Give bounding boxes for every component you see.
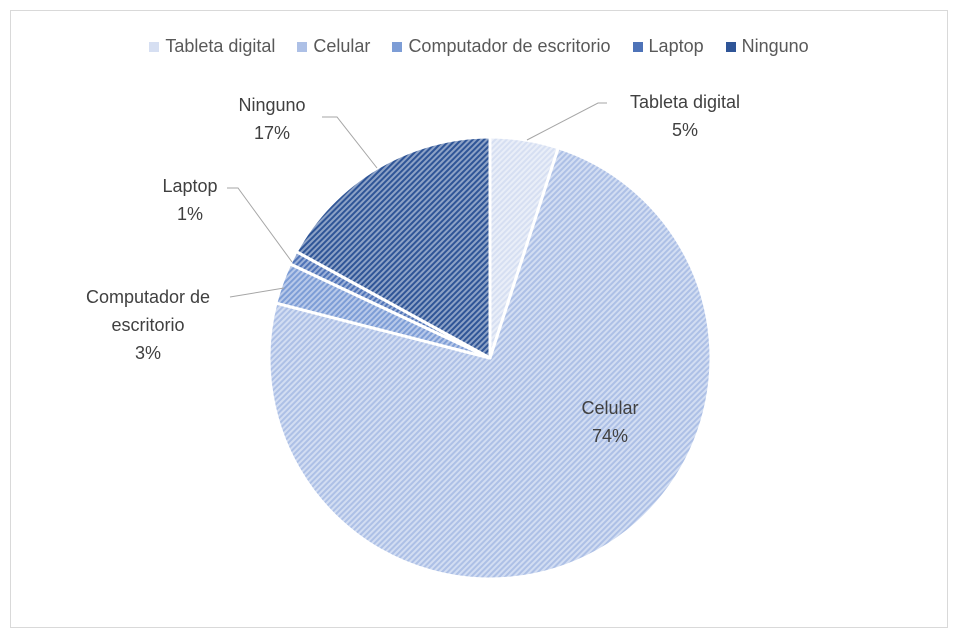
data-label: Tableta digital 5%	[585, 88, 785, 144]
leader-line	[227, 187, 293, 263]
pie-slice	[294, 135, 492, 360]
data-label: Laptop 1%	[130, 172, 250, 228]
leader-line	[229, 287, 285, 298]
data-label-value: 17%	[253, 123, 291, 143]
data-label-value: 74%	[591, 426, 629, 446]
data-label-category: Ninguno	[238, 95, 306, 115]
legend-swatch	[632, 41, 643, 52]
data-label-category: Celular	[581, 398, 639, 418]
leader-line	[322, 116, 378, 169]
legend-label: Tableta digital	[165, 36, 276, 56]
legend-swatch	[392, 41, 403, 52]
chart-frame	[10, 10, 948, 628]
data-label-category: Tableta digital	[629, 92, 741, 112]
leader-line	[526, 102, 607, 141]
legend-item: Laptop	[632, 36, 704, 57]
data-label: Ninguno 17%	[212, 91, 332, 147]
legend-swatch	[149, 41, 160, 52]
legend-item: Computador de escritorio	[392, 36, 611, 57]
legend-item: Celular	[297, 36, 370, 57]
legend-item: Ninguno	[725, 36, 809, 57]
legend-label: Computador de escritorio	[408, 36, 611, 56]
data-label: Celular 74%	[510, 394, 710, 450]
data-label-value: 3%	[134, 343, 161, 363]
legend-label: Celular	[313, 36, 371, 56]
legend-swatch	[725, 41, 736, 52]
data-label-value: 1%	[176, 204, 203, 224]
legend-label: Laptop	[648, 36, 704, 56]
legend-item: Tableta digital	[149, 36, 275, 57]
legend-label: Ninguno	[741, 36, 809, 56]
pie-slice	[267, 146, 713, 581]
legend-swatch	[297, 41, 308, 52]
data-label-category: Laptop	[162, 176, 218, 196]
legend: Tableta digital Celular Computador de escr…	[0, 36, 958, 57]
data-label-value: 5%	[671, 120, 698, 140]
data-label-category: Computador de escritorio	[85, 287, 211, 335]
data-label: Computador de escritorio 3%	[63, 283, 233, 367]
